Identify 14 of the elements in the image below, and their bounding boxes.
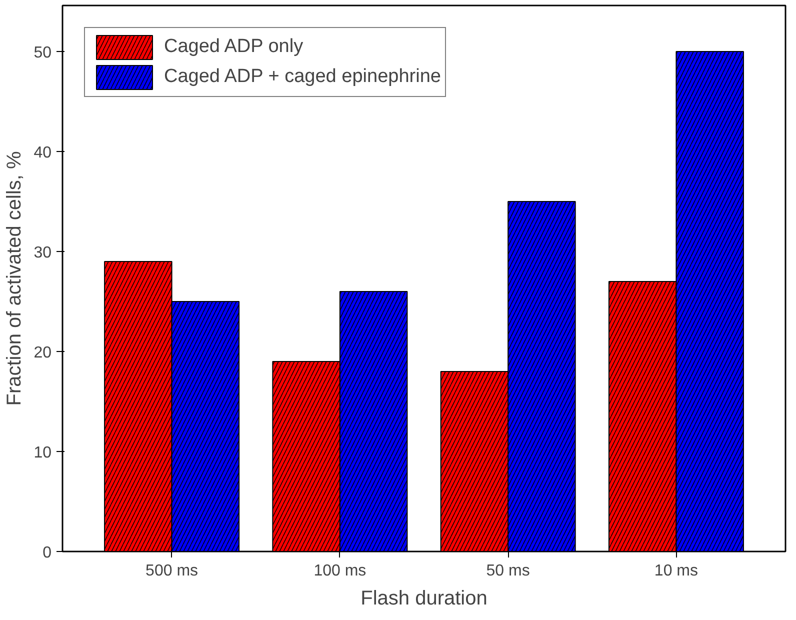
y-tick-label: 40 [34, 144, 52, 162]
y-tick-label: 0 [42, 544, 52, 562]
y-tick-label: 10 [34, 444, 52, 462]
y-axis-title: Fraction of activated cells, % [4, 151, 26, 406]
x-tick-label: 100 ms [314, 562, 366, 580]
x-tick-label: 500 ms [146, 562, 198, 580]
x-tick-label: 50 ms [486, 562, 530, 580]
y-tick-label: 30 [34, 244, 52, 262]
legend-label: Caged ADP + caged epinephrine [164, 66, 441, 88]
x-axis-title: Flash duration [360, 588, 488, 610]
x-tick-label: 10 ms [654, 562, 698, 580]
legend-label: Caged ADP only [164, 36, 304, 58]
y-tick-label: 50 [34, 44, 52, 62]
y-tick-label: 20 [34, 344, 52, 362]
